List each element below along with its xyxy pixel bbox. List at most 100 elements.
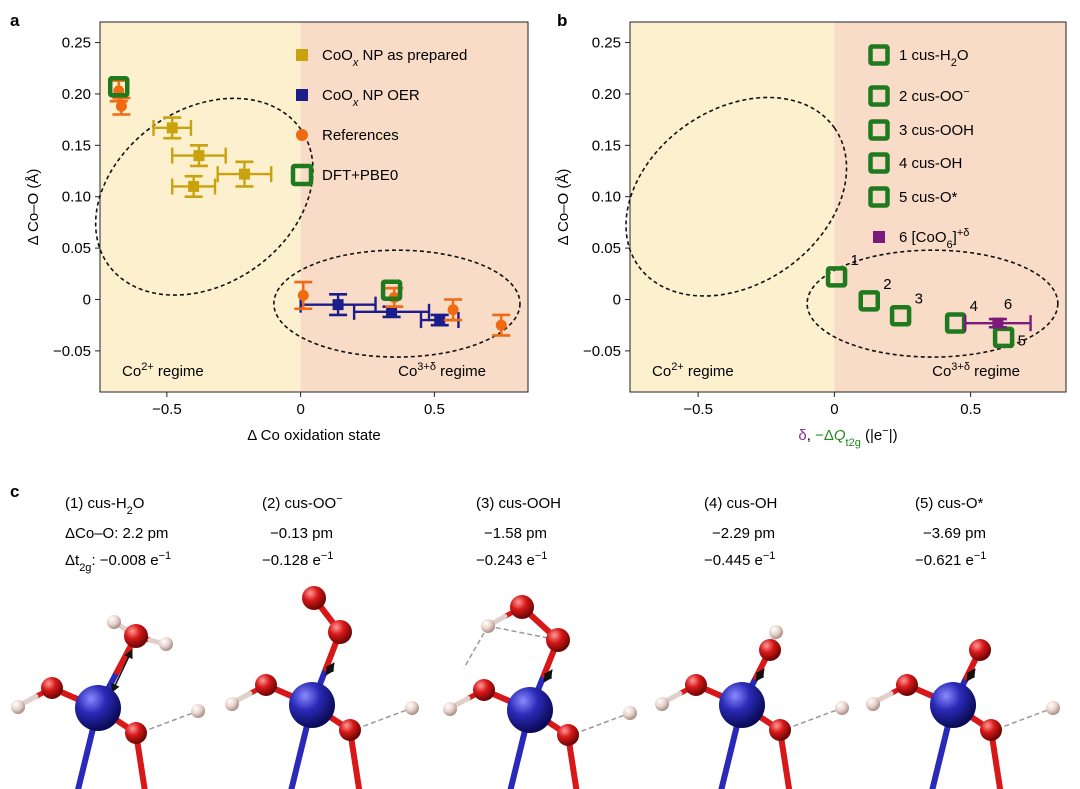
y-tick-label-b: 0.15: [592, 137, 621, 154]
bond: [507, 752, 522, 789]
co2-regime-label-b: Co2+ regime: [652, 361, 734, 380]
legend-label-b: 5 cus-O*: [899, 189, 958, 206]
x-axis-label-b-part: |): [889, 427, 898, 444]
structure-charge-change-part: −0.243 e: [476, 552, 535, 569]
hydrogen-atom: [655, 697, 669, 711]
cobalt-atom: [289, 682, 335, 728]
hydrogen-atom: [191, 704, 205, 718]
hydrogen-bond: [573, 712, 631, 735]
panel-label-a: a: [10, 11, 20, 30]
y-tick-label-b: 0: [613, 292, 621, 309]
oxygen-atom: [969, 639, 991, 661]
legend-label-b-part: 6 [CoO: [899, 229, 947, 246]
structure-charge-change-part: −1: [159, 550, 172, 562]
y-tick-label-b: −0.05: [583, 343, 621, 360]
hydrogen-bond: [996, 707, 1054, 730]
legend-marker-a: [296, 89, 308, 101]
co2-regime-bg-b: [630, 22, 835, 392]
oxygen-atom: [759, 639, 781, 661]
co3-regime-label-b-part: regime: [970, 363, 1020, 380]
hydrogen-atom: [107, 615, 121, 629]
plot-frame-b: [629, 21, 1067, 393]
structure-bond-change: −2.29 pm: [712, 525, 775, 542]
legend-label-b: 4 cus-OH: [899, 155, 962, 172]
y-tick-label-a: 0.05: [62, 240, 91, 257]
data-point-a: [447, 304, 459, 316]
x-tick-label-b: 0.5: [960, 401, 981, 418]
cobalt-atom: [930, 682, 976, 728]
chart-a: −0.5 0 0.5 0.25 0.20 0.15 0.10 0.05 0 −0.05 Δ Co–O…: [25, 21, 529, 444]
y-tick-label-a: 0: [83, 292, 91, 309]
region-ellipse-a: [273, 249, 521, 358]
legend-label-a-part: x: [352, 57, 359, 69]
legend-marker-b: [868, 186, 890, 208]
bond-length-arrow: [543, 669, 553, 683]
plot-frame-a: [99, 21, 529, 393]
legend-label-b: 2 cus-OO−: [899, 86, 970, 105]
y-tick-label-a: 0.20: [62, 86, 91, 103]
y-tick-label-a: 0.15: [62, 137, 91, 154]
oxygen-atom: [125, 722, 147, 744]
legend-label-a-part: x: [352, 97, 359, 109]
bond: [929, 747, 945, 789]
legend-label-b: 6 [CoO6]+δ: [899, 227, 969, 251]
hydrogen-atom: [769, 625, 783, 639]
hydrogen-bond: [785, 707, 843, 730]
structure-charge-change-part: Δt: [65, 552, 80, 569]
bond-length-arrow: [325, 662, 335, 676]
data-point-a: [386, 306, 398, 318]
x-axis-label-b-part: −: [882, 425, 888, 437]
structure-charge-change-part: −1: [974, 550, 987, 562]
structure-bond-change-part: −1.58 pm: [484, 525, 547, 542]
structure-title-part: −: [336, 493, 342, 505]
structure-charge-change: −0.445 e−1: [704, 550, 775, 569]
data-point-a: [238, 168, 250, 180]
y-axis-label-b: Δ Co–O (Å): [555, 169, 572, 246]
data-point-a: [188, 180, 200, 192]
data-point-b: [889, 304, 912, 327]
point-label-b: 3: [915, 291, 923, 308]
structure-title: (4) cus-OH: [704, 495, 777, 512]
bond: [75, 750, 90, 789]
data-point-a: [107, 76, 130, 98]
structure-charge-change-part: −1: [763, 550, 776, 562]
panel-label-c: c: [10, 482, 19, 501]
structure-charge-change-part: −0.008 e: [100, 552, 159, 569]
legend-marker-b: [868, 44, 890, 66]
point-label-b: 6: [1004, 296, 1012, 313]
data-point-a: [115, 100, 127, 112]
legend-marker-b: [868, 152, 890, 174]
hydrogen-atom: [225, 697, 239, 711]
structure-charge-change-part: −0.621 e: [915, 552, 974, 569]
legend-label-a: References: [322, 127, 399, 144]
legend-label-b-part: O: [957, 47, 969, 64]
x-axis-label-a: Δ Co oxidation state: [247, 427, 380, 444]
structure-2: [225, 586, 419, 789]
legend-label-a: CoOx NP OER: [322, 87, 420, 109]
region-ellipse-b: [625, 96, 848, 297]
structure-bond-change-part: ΔCo–O:: [65, 525, 123, 542]
hydrogen-atom: [835, 701, 849, 715]
structure-charge-change-part: :: [91, 552, 99, 569]
x-tick-label-b: −0.5: [683, 401, 713, 418]
point-label-b: 5: [1018, 332, 1026, 349]
bond: [138, 762, 148, 789]
y-tick-label-b: 0.20: [592, 86, 621, 103]
legend-marker-a: [296, 49, 308, 61]
x-axis-label-b-part: δ: [798, 427, 806, 444]
y-tick-label-a: 0.25: [62, 35, 91, 52]
structure-title: (3) cus-OOH: [476, 495, 561, 512]
oxygen-atom: [685, 674, 707, 696]
co3-regime-label-b-part: 3+δ: [951, 361, 970, 373]
y-tick-label-b: 0.25: [592, 35, 621, 52]
legend-label-a-part: NP as prepared: [358, 47, 467, 64]
chart-b: −0.5 0 0.5 0.25 0.20 0.15 0.10 0.05 0 −0.05 Δ Co–O…: [555, 21, 1067, 449]
structure-charge-change-part: −1: [535, 550, 548, 562]
structure-bond-change: −3.69 pm: [923, 525, 986, 542]
co3-regime-label-a-part: 3+δ: [417, 361, 436, 373]
co2-regime-label-a-part: 2+: [141, 361, 154, 373]
hydrogen-atom: [623, 706, 637, 720]
structure-title-part: O: [133, 495, 145, 512]
